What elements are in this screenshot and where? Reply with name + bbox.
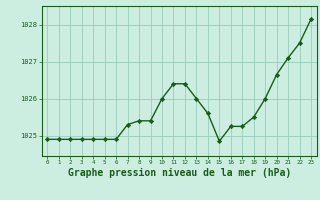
X-axis label: Graphe pression niveau de la mer (hPa): Graphe pression niveau de la mer (hPa) xyxy=(68,168,291,178)
